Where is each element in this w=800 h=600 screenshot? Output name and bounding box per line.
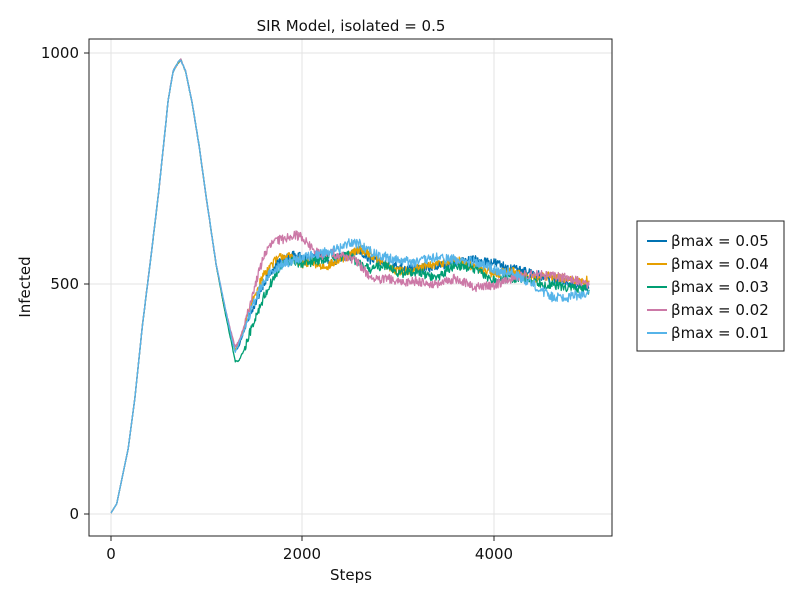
legend-label-4: βmax = 0.01 xyxy=(671,324,769,342)
x-axis-title: Steps xyxy=(330,566,372,584)
y-tick-label-0: 0 xyxy=(69,505,79,523)
y-axis-title: Infected xyxy=(16,256,34,317)
legend-label-1: βmax = 0.04 xyxy=(671,255,769,273)
x-tick-label-4000: 4000 xyxy=(475,545,513,563)
legend-label-0: βmax = 0.05 xyxy=(671,232,769,250)
y-tick-label-500: 500 xyxy=(50,275,79,293)
chart-title: SIR Model, isolated = 0.5 xyxy=(257,17,446,35)
legend-label-3: βmax = 0.02 xyxy=(671,301,769,319)
y-tick-label-1000: 1000 xyxy=(41,44,79,62)
legend-label-2: βmax = 0.03 xyxy=(671,278,769,296)
legend: βmax = 0.05 βmax = 0.04 βmax = 0.03 βmax… xyxy=(637,221,784,351)
x-tick-label-0: 0 xyxy=(106,545,116,563)
x-tick-label-2000: 2000 xyxy=(283,545,321,563)
